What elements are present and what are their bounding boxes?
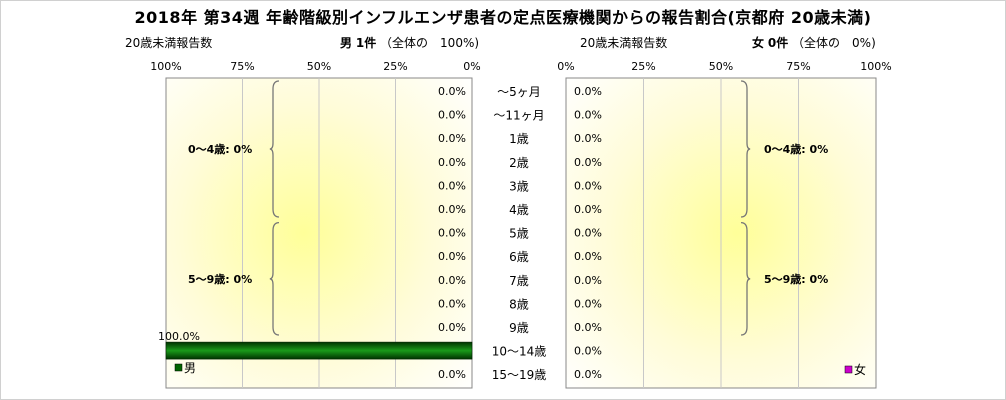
left-total-note: （全体の 100%): [380, 36, 480, 50]
right-count: 0: [767, 36, 777, 50]
male-bracket-label: 5〜9歳: 0%: [188, 272, 252, 286]
age-category-label: 〜11ヶ月: [493, 109, 544, 123]
male-legend-swatch: [174, 363, 183, 372]
female-value-label: 0.0%: [574, 227, 602, 240]
female-value-label: 0.0%: [574, 250, 602, 263]
left-unit: 件: [364, 36, 377, 50]
female-bracket-label: 0〜4歳: 0%: [764, 142, 828, 156]
age-category-label: 6歳: [509, 250, 529, 264]
female-bracket: [740, 80, 751, 218]
male-tick-label: 50%: [307, 60, 331, 73]
male-value-label: 0.0%: [438, 297, 466, 310]
male-tick-label: 0%: [463, 60, 480, 73]
female-value-label: 0.0%: [574, 297, 602, 310]
female-value-label: 0.0%: [574, 179, 602, 192]
right-sex: 女: [752, 36, 765, 50]
female-value-label: 0.0%: [574, 274, 602, 287]
age-category-label: 7歳: [509, 274, 529, 288]
female-value-label: 0.0%: [574, 132, 602, 145]
male-value-label: 0.0%: [438, 179, 466, 192]
right-caption: 20歳未満報告数: [580, 36, 668, 50]
male-value-label: 0.0%: [438, 203, 466, 216]
left-count-header: 男 1件 （全体の 100%): [340, 34, 479, 51]
male-value-label: 0.0%: [438, 368, 466, 381]
right-unit: 件: [776, 36, 789, 50]
left-count: 1: [355, 36, 365, 50]
male-value-label: 0.0%: [438, 321, 466, 334]
male-value-label: 0.0%: [438, 85, 466, 98]
female-legend-swatch: [844, 365, 853, 374]
male-bar: [165, 341, 473, 360]
age-category-label: 10〜14歳: [492, 345, 547, 359]
female-value-label: 0.0%: [574, 368, 602, 381]
female-value-label: 0.0%: [574, 203, 602, 216]
page-title: 2018年 第34週 年齢階級別インフルエンザ患者の定点医療機関からの報告割合(…: [134, 8, 872, 27]
female-value-label: 0.0%: [574, 85, 602, 98]
age-category-label: 15〜19歳: [492, 368, 547, 382]
female-legend-label: 女: [854, 362, 866, 377]
female-value-label: 0.0%: [574, 345, 602, 358]
right-total-note: （全体の 0%): [792, 36, 876, 50]
male-bracket: [269, 221, 280, 336]
age-category-label: 〜5ヶ月: [497, 85, 541, 99]
male-legend-label: 男: [184, 361, 196, 375]
male-value-label: 0.0%: [438, 227, 466, 240]
female-bracket-label: 5〜9歳: 0%: [764, 272, 828, 286]
age-category-label: 4歳: [509, 203, 529, 217]
age-category-label: 5歳: [509, 227, 529, 241]
male-value-label: 0.0%: [438, 274, 466, 287]
female-tick-label: 50%: [709, 60, 733, 73]
male-tick-label: 25%: [383, 60, 407, 73]
female-bracket: [740, 221, 751, 336]
female-tick-label: 25%: [631, 60, 655, 73]
female-value-label: 0.0%: [574, 321, 602, 334]
male-value-label: 0.0%: [438, 250, 466, 263]
male-tick-label: 75%: [230, 60, 254, 73]
age-category-label: 8歳: [509, 297, 529, 311]
female-tick-label: 75%: [786, 60, 810, 73]
female-tick-label: 100%: [860, 60, 891, 73]
male-value-label: 100.0%: [158, 330, 200, 343]
age-category-label: 9歳: [509, 321, 529, 335]
male-value-label: 0.0%: [438, 156, 466, 169]
age-category-label: 3歳: [509, 179, 529, 193]
male-bracket: [269, 80, 280, 218]
male-value-label: 0.0%: [438, 132, 466, 145]
left-sex: 男: [340, 36, 353, 50]
male-tick-label: 100%: [150, 60, 181, 73]
right-count-header: 女 0件 （全体の 0%): [752, 34, 876, 51]
left-caption: 20歳未満報告数: [125, 36, 213, 50]
age-category-label: 1歳: [509, 132, 529, 146]
female-tick-label: 0%: [557, 60, 574, 73]
female-value-label: 0.0%: [574, 109, 602, 122]
male-value-label: 0.0%: [438, 109, 466, 122]
age-category-label: 2歳: [509, 156, 529, 170]
male-bracket-label: 0〜4歳: 0%: [188, 142, 252, 156]
female-value-label: 0.0%: [574, 156, 602, 169]
